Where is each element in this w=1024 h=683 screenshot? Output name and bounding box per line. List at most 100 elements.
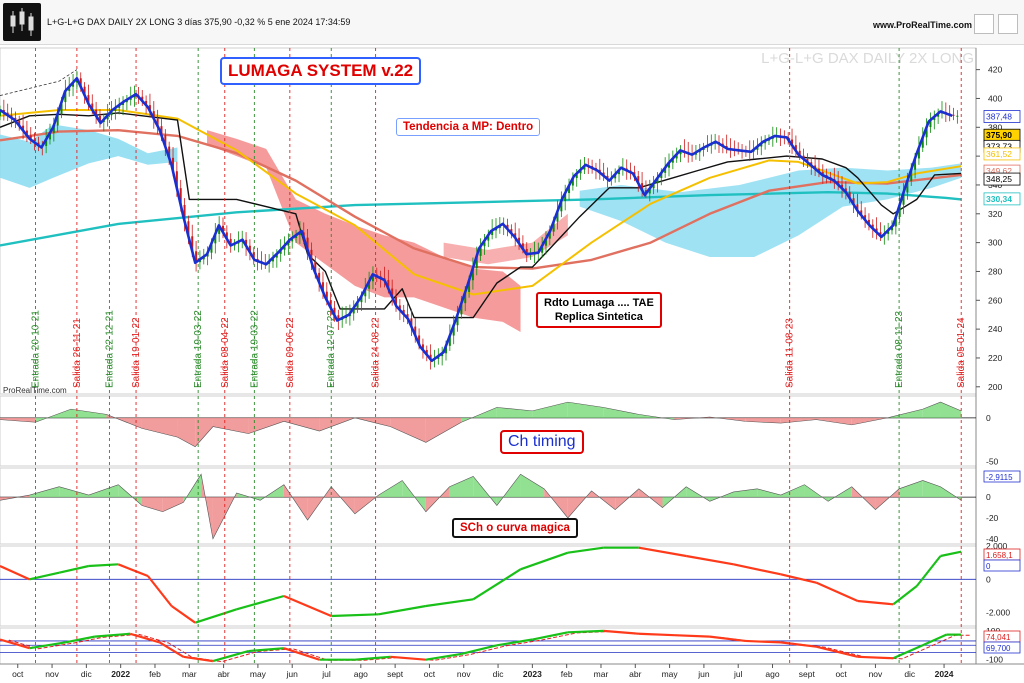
candle-body: [844, 188, 847, 193]
oscillator-segment: [236, 594, 285, 611]
candle-body: [856, 204, 859, 211]
oscillator-segment: [425, 598, 474, 608]
candle-body: [656, 178, 659, 184]
candle-body: [318, 272, 321, 283]
panel-frame: [0, 627, 977, 665]
histogram-area: [59, 486, 89, 498]
ma-yellow-line: [0, 109, 962, 296]
oscillator-segment: [733, 563, 782, 576]
panel-tick-label: -50: [986, 457, 999, 467]
candle-body: [287, 241, 290, 246]
candle-body: [160, 126, 163, 136]
candle-body: [314, 262, 317, 273]
candle-body: [891, 226, 894, 231]
panel-tick-label: -20: [986, 513, 999, 523]
histogram-area: [195, 417, 213, 447]
x-tick-label: dic: [493, 669, 505, 679]
site-link[interactable]: www.ProRealTime.com: [872, 20, 972, 30]
footer-logo: ProRealTime.com: [3, 386, 67, 395]
candle-body: [794, 145, 797, 151]
signal-label: Entrada 20-10-21: [30, 310, 41, 388]
price-tick-label: 280: [988, 266, 1002, 276]
panel-line: [0, 401, 962, 448]
candle-body: [564, 193, 567, 201]
panel-tick-label: 0: [986, 413, 991, 423]
signal-label: Salida 26-11-21: [72, 318, 83, 388]
candle-body: [479, 246, 482, 256]
oscillator-segment: [709, 635, 746, 643]
candle-body: [64, 90, 67, 103]
candle-body: [518, 237, 521, 244]
x-tick-label: feb: [561, 669, 573, 679]
oscillator-segment: [857, 599, 894, 606]
histogram-area: [390, 417, 426, 443]
oscillator-segment: [354, 655, 391, 661]
rdto-line-1: Rdto Lumaga .... TAE: [544, 297, 654, 309]
candle-body: [664, 167, 667, 173]
oscillator-segment: [638, 546, 687, 558]
candle-body: [148, 105, 151, 112]
price-marker-label: 349,62: [986, 166, 1012, 176]
candle-body: [921, 137, 924, 148]
histogram-area: [922, 402, 941, 418]
candle-body: [675, 154, 678, 159]
histogram-area: [283, 417, 320, 431]
candle-body: [668, 162, 671, 168]
candle-body: [514, 233, 517, 238]
x-tick-label: jul: [733, 669, 743, 679]
signal-label: Salida 24-08-22: [371, 317, 382, 388]
x-tick-label: abr: [217, 669, 229, 679]
x-tick-label: jun: [286, 669, 299, 679]
panel-tick-label: -40: [986, 534, 999, 544]
candle-body: [875, 228, 878, 233]
candle-body: [291, 238, 294, 242]
oscillator-segment: [532, 631, 569, 641]
panel-marker: [983, 470, 1021, 483]
price-tick-label: 240: [988, 324, 1002, 334]
oscillator-segment: [88, 563, 119, 568]
histogram-area: [449, 476, 474, 498]
oscillator-segment: [29, 571, 60, 581]
candle-body: [841, 184, 844, 189]
x-tick-label: abr: [629, 669, 641, 679]
candle-body: [402, 309, 405, 315]
candle-body: [183, 204, 186, 222]
price-marker: [983, 110, 1021, 123]
histogram-area: [141, 417, 178, 438]
candle-body: [906, 180, 909, 193]
x-tick-label: nov: [457, 669, 471, 679]
window-menu-button[interactable]: [998, 14, 1018, 34]
panel-toggle-button[interactable]: [974, 14, 994, 34]
candle-body: [229, 238, 232, 246]
price-tick-label: 300: [988, 238, 1002, 248]
candle-body: [798, 150, 801, 156]
candle-body: [452, 325, 455, 336]
candle-body: [222, 225, 225, 233]
candle-body: [0, 109, 1, 116]
ma-black-line: [0, 112, 962, 319]
price-tick-label: 260: [988, 295, 1002, 305]
candle-body: [210, 243, 213, 253]
candle-body: [98, 115, 101, 123]
price-marker-label: 330,34: [986, 194, 1012, 204]
histogram-area: [29, 486, 60, 498]
indicator-panels: [0, 401, 976, 663]
candle-body: [414, 326, 417, 336]
candle-body: [541, 245, 544, 253]
oscillator-segment: [567, 546, 604, 554]
histogram-area: [940, 402, 962, 418]
oscillator-segment: [892, 644, 924, 660]
histogram-area: [118, 484, 142, 506]
candle-body: [902, 192, 905, 205]
panel-marker-label: 1.658,1: [986, 551, 1013, 560]
oscillator-segment: [745, 639, 781, 644]
candle-body: [360, 296, 363, 303]
candle-body: [583, 165, 586, 170]
histogram-area: [0, 417, 36, 423]
candle-body: [225, 232, 228, 239]
panel-marker-label: 74,041: [986, 633, 1011, 642]
price-marker-label: 348,25: [986, 174, 1012, 184]
panel-tick-label: -100: [986, 655, 1003, 665]
price-marker: [983, 192, 1021, 206]
